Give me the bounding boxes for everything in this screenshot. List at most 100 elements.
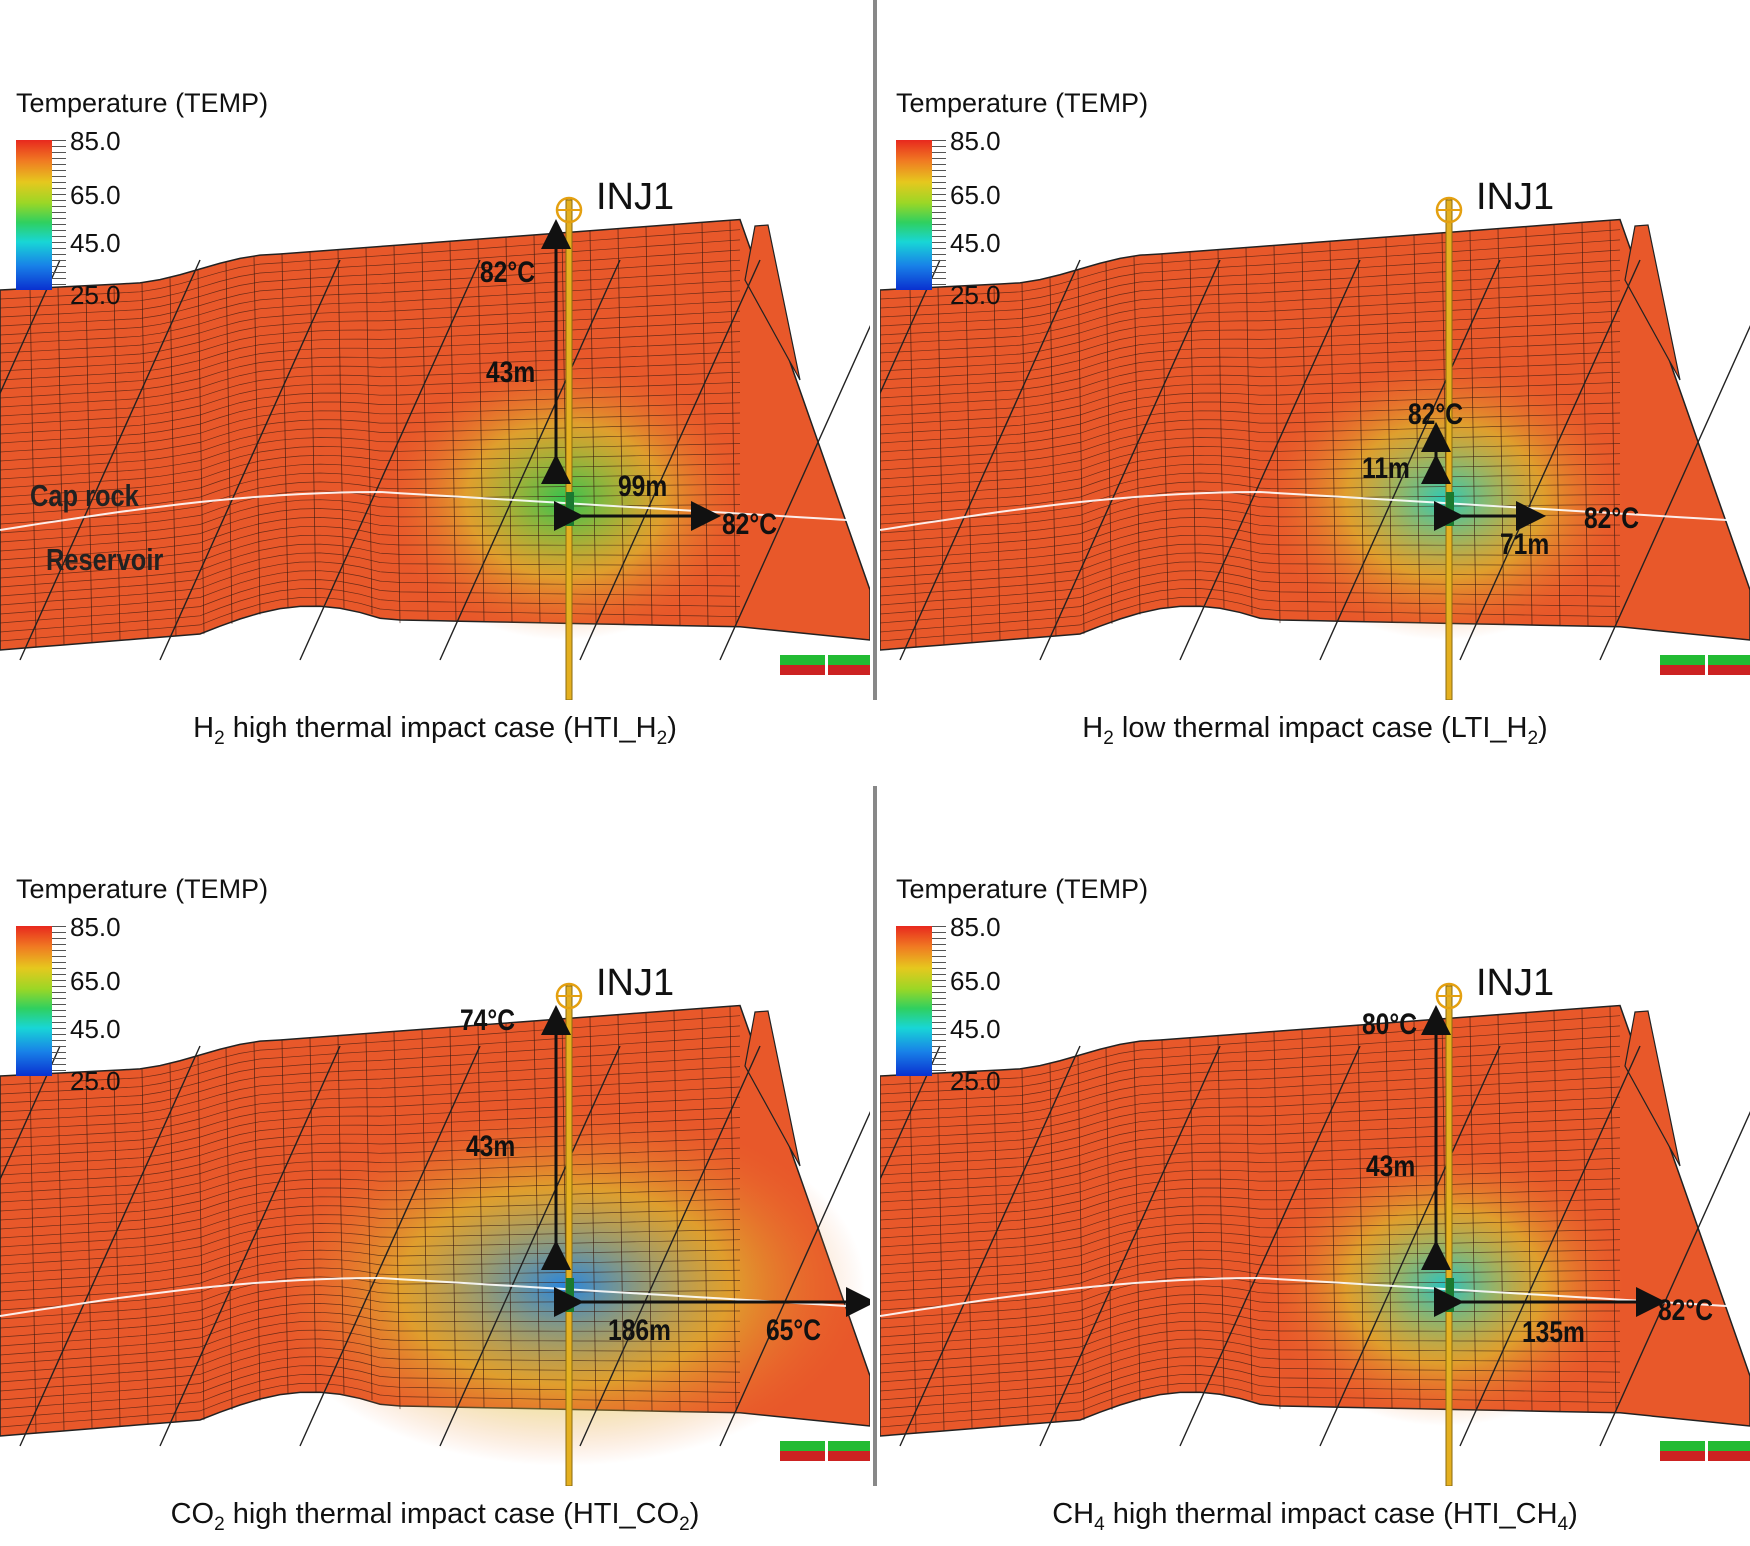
grid-layer-line xyxy=(880,1035,1621,1104)
grid-column-line xyxy=(421,243,429,621)
legend-tick-65: 65.0 xyxy=(950,180,1001,210)
fault-line xyxy=(1459,1045,1641,1447)
grid-layer-line xyxy=(880,1208,1621,1257)
grid-model xyxy=(880,196,1750,700)
fault-line xyxy=(719,324,870,661)
panel-caption: H2 high thermal impact case (HTI_H2) xyxy=(193,712,677,749)
grid-column-line xyxy=(1609,220,1617,627)
well-label: INJ1 xyxy=(596,176,675,218)
grid-column-line xyxy=(309,1037,317,1393)
panel-hti-h2: Temperature (TEMP) 85.0 65.0 45.0 25.0 I… xyxy=(0,0,870,760)
grid-column-line xyxy=(1357,239,1365,622)
grid-layer-line xyxy=(880,525,1620,570)
grid-column-line xyxy=(57,1073,65,1432)
fault-line xyxy=(299,259,481,661)
grid-column-line xyxy=(309,251,317,607)
grid-column-line xyxy=(449,241,457,622)
grid-column-line xyxy=(1497,1014,1505,1411)
grid-column-line xyxy=(141,282,149,639)
grid-column-line xyxy=(1413,1020,1421,1409)
grid-column-line xyxy=(29,1074,37,1434)
corner-marker xyxy=(780,1441,825,1451)
grid-column-line xyxy=(225,1047,233,1410)
grid-column-line xyxy=(617,228,625,625)
grid-column-line xyxy=(57,287,65,646)
grid-column-line xyxy=(1469,230,1477,624)
grid-layer-line xyxy=(880,552,1621,597)
grid-layer-line xyxy=(880,310,1621,372)
corner-marker xyxy=(1660,665,1705,675)
grid-layer-line xyxy=(880,422,1621,471)
legend-tick-65: 65.0 xyxy=(70,180,121,210)
grid-layer-line xyxy=(0,432,741,480)
grid-layer-line xyxy=(0,341,741,399)
grid-column-line xyxy=(1553,1010,1561,1412)
fault-line xyxy=(579,1045,761,1447)
grid-layer-line xyxy=(0,552,741,597)
grid-layer-line xyxy=(880,1347,1621,1392)
grid-layer-line xyxy=(880,239,1621,309)
grid-column-line xyxy=(1525,1012,1533,1411)
grid-column-line xyxy=(1077,269,1085,635)
grid-column-line xyxy=(337,249,345,609)
corner-marker xyxy=(1660,1441,1705,1451)
fault-line xyxy=(1039,1045,1221,1447)
grid-column-line xyxy=(937,287,945,646)
grid-column-line xyxy=(1469,1016,1477,1410)
grid-column-line xyxy=(169,277,177,637)
grid-column-line xyxy=(1049,1063,1057,1423)
grid-column-line xyxy=(533,234,541,623)
grid-layer-line xyxy=(0,310,741,372)
grid-column-line xyxy=(729,1006,737,1413)
grid-layer-line xyxy=(880,1015,1621,1086)
grid-layer-line xyxy=(0,1096,741,1158)
fault-line xyxy=(159,259,341,661)
fault-line xyxy=(1319,1045,1501,1447)
grid-layer-line xyxy=(0,270,741,336)
grid-layer-line xyxy=(0,1127,741,1185)
grid-column-line xyxy=(1189,1037,1197,1393)
grid-column-line xyxy=(1161,253,1169,609)
grid-column-line xyxy=(1385,1023,1393,1409)
corner-marker xyxy=(828,655,870,665)
grid-model xyxy=(0,982,870,1486)
grid-column-line xyxy=(1329,1027,1337,1408)
grid-column-line xyxy=(281,253,289,609)
grid-column-line xyxy=(1609,1006,1617,1413)
grid-column-line xyxy=(729,220,737,627)
grid-column-line xyxy=(1077,1055,1085,1421)
grid-layer-line xyxy=(0,1086,741,1149)
grid-column-line xyxy=(993,284,1001,641)
grid-column-line xyxy=(645,226,653,625)
corner-marker xyxy=(828,1451,870,1461)
vertical-divider-top xyxy=(873,0,877,700)
grid-layer-line xyxy=(0,1076,741,1140)
grid-layer-line xyxy=(880,361,1621,417)
fault-line xyxy=(1459,259,1641,661)
well-bore xyxy=(565,199,573,700)
grid-layer-line xyxy=(0,351,741,408)
grid-layer-line xyxy=(0,229,741,300)
legend-tick-45: 45.0 xyxy=(70,228,121,258)
grid-column-line xyxy=(617,1014,625,1411)
grid-layer-line xyxy=(0,443,741,489)
grid-column-line xyxy=(85,1071,93,1430)
fault-line xyxy=(19,1045,201,1447)
perforation xyxy=(1446,1278,1454,1312)
legend-title: Temperature (TEMP) xyxy=(16,88,269,118)
color-scale-ticks xyxy=(932,140,946,290)
grid-column-line xyxy=(1385,237,1393,623)
grid-layer-line xyxy=(0,1338,741,1383)
grid-layer-line xyxy=(0,1056,741,1122)
lateral-temp-label: 65°C xyxy=(766,1314,821,1347)
vertical-distance-label: 11m xyxy=(1362,452,1410,485)
grid-layer-line xyxy=(0,596,741,642)
color-scale-bar xyxy=(16,140,52,290)
top-temp-label: 82°C xyxy=(480,256,535,289)
grid-column-line xyxy=(281,1039,289,1395)
grid-layer-line xyxy=(0,1106,741,1167)
grid-column-line xyxy=(1525,226,1533,625)
fault-line xyxy=(880,259,941,396)
fault-line xyxy=(1319,259,1501,661)
grid-layer-line xyxy=(880,443,1621,489)
